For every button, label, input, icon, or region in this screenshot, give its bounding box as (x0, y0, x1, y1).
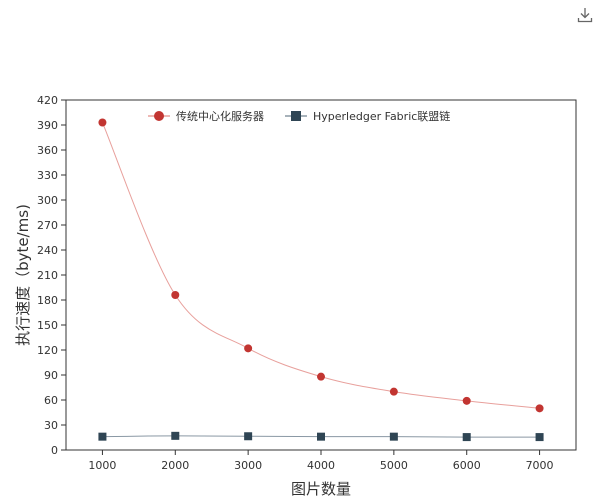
series-group (98, 118, 544, 442)
x-tick-label: 1000 (88, 459, 116, 472)
legend-label: 传统中心化服务器 (176, 109, 264, 123)
y-tick-label: 420 (37, 94, 58, 107)
plot-area-border (65, 99, 577, 451)
y-tick-label: 30 (44, 419, 58, 432)
y-tick-label: 390 (37, 119, 58, 132)
x-axis-ticks: 1000 2000 3000 4000 5000 6000 7000 (88, 450, 554, 472)
series-1-point[interactable] (317, 372, 325, 381)
series-2-point[interactable] (535, 433, 544, 442)
plot-frame (65, 99, 577, 451)
x-tick-label: 5000 (380, 459, 408, 472)
y-axis-title: 执行速度（byte/ms) (14, 204, 32, 346)
series-1-point[interactable] (462, 396, 471, 405)
legend-item-1[interactable]: 传统中心化服务器 (148, 109, 264, 123)
y-axis-ticks: 0 30 60 90 120 150 180 210 240 270 300 330 360 390 420 (37, 94, 66, 457)
x-tick-label: 2000 (161, 459, 189, 472)
x-tick-label: 7000 (526, 459, 554, 472)
y-tick-label: 120 (37, 344, 58, 357)
series-1-point[interactable] (98, 118, 107, 127)
y-tick-label: 150 (37, 319, 58, 332)
series-2 (98, 431, 544, 442)
y-tick-label: 60 (44, 394, 58, 407)
series-1-point[interactable] (389, 387, 398, 396)
legend-marker (154, 111, 164, 121)
series-2-point[interactable] (98, 432, 107, 441)
y-tick-label: 240 (37, 244, 58, 257)
series-2-point[interactable] (462, 433, 471, 442)
y-tick-label: 300 (37, 194, 58, 207)
y-tick-label: 270 (37, 219, 58, 232)
series-2-point[interactable] (244, 432, 253, 441)
series-1 (98, 118, 544, 413)
series-1-point[interactable] (535, 404, 544, 413)
legend-label: Hyperledger Fabric联盟链 (313, 109, 450, 123)
y-tick-label: 0 (51, 444, 58, 457)
x-tick-label: 4000 (307, 459, 335, 472)
series-1-point[interactable] (171, 291, 180, 299)
legend-marker (291, 111, 301, 121)
x-axis-title: 图片数量 (291, 480, 351, 498)
series-2-point[interactable] (389, 432, 398, 441)
legend[interactable]: 传统中心化服务器 Hyperledger Fabric联盟链 (148, 109, 450, 123)
y-tick-label: 180 (37, 294, 58, 307)
series-2-point[interactable] (317, 432, 325, 441)
legend-item-2[interactable]: Hyperledger Fabric联盟链 (285, 109, 450, 123)
series-1-line (101, 122, 540, 409)
y-tick-label: 210 (37, 269, 58, 282)
y-tick-label: 330 (37, 169, 58, 182)
series-2-point[interactable] (171, 431, 180, 440)
x-tick-label: 3000 (234, 459, 262, 472)
y-tick-label: 90 (44, 369, 58, 382)
y-tick-label: 360 (37, 144, 58, 157)
download-icon[interactable] (576, 6, 594, 24)
x-tick-label: 6000 (453, 459, 481, 472)
series-1-point[interactable] (244, 344, 253, 353)
